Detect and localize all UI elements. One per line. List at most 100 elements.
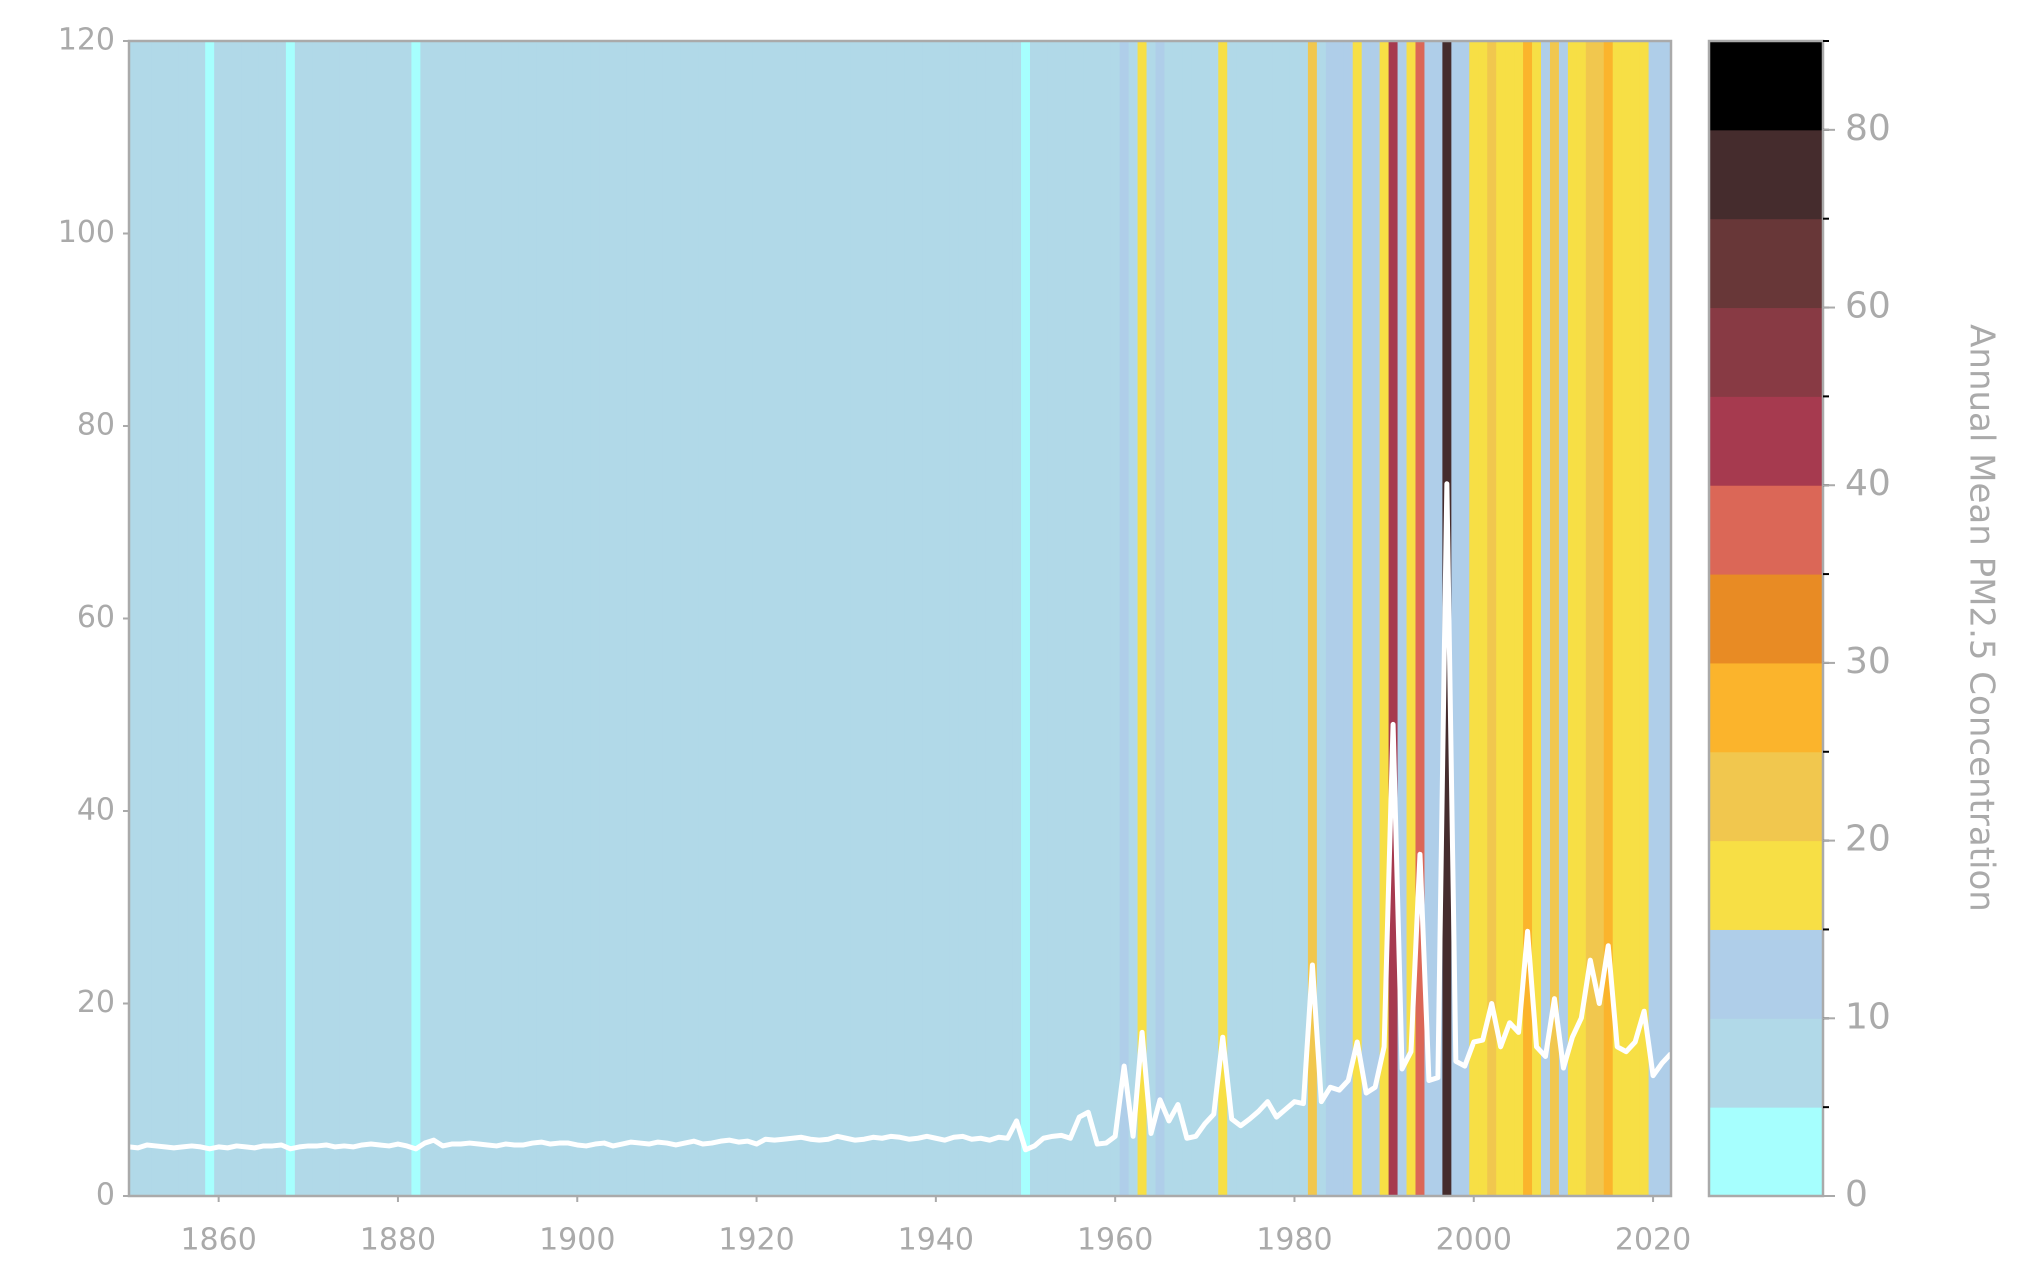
y-tick-label: 0: [96, 1178, 115, 1213]
stripe: [734, 41, 744, 1196]
stripe: [617, 41, 628, 1196]
stripe: [411, 41, 421, 1196]
stripe: [1110, 41, 1121, 1196]
stripe: [1236, 41, 1246, 1196]
stripe: [285, 41, 296, 1196]
stripe: [698, 41, 708, 1196]
x-tick-label: 2000: [1436, 1223, 1512, 1258]
stripe: [1074, 41, 1085, 1196]
x-tick-label: 1940: [898, 1223, 974, 1258]
stripe: [205, 41, 215, 1196]
y-tick-label: 20: [77, 985, 115, 1020]
stripe: [1254, 41, 1264, 1196]
data-line: [129, 481, 1671, 1153]
colorbar-band: [1709, 218, 1823, 309]
stripe: [223, 41, 233, 1196]
stripe: [1576, 41, 1587, 1196]
stripe: [1227, 41, 1237, 1196]
y-tick-label: 60: [77, 600, 115, 635]
stripe: [949, 41, 959, 1196]
colorbar-band: [1709, 41, 1823, 131]
stripe: [1406, 41, 1417, 1196]
colorbar-tick-label: 80: [1845, 108, 1891, 149]
stripe: [967, 41, 977, 1196]
stripe: [958, 41, 968, 1196]
stripe: [456, 41, 466, 1196]
stripe: [707, 41, 717, 1196]
x-tick-label: 1880: [360, 1223, 436, 1258]
colorbar-band: [1709, 751, 1823, 842]
stripe: [357, 41, 368, 1196]
stripe: [1370, 41, 1381, 1196]
stripe: [608, 41, 619, 1196]
colorbar-tick-label: 60: [1845, 286, 1891, 327]
stripe: [178, 41, 188, 1196]
stripe: [276, 41, 287, 1196]
stripe: [1065, 41, 1076, 1196]
stripe: [429, 41, 439, 1196]
colorbar-band: [1709, 574, 1823, 664]
stripe: [1352, 41, 1363, 1196]
stripe: [743, 41, 753, 1196]
stripe: [1621, 41, 1632, 1196]
colorbar-tick-label: 40: [1845, 463, 1891, 504]
stripe: [393, 41, 404, 1196]
stripe: [527, 41, 538, 1196]
stripe: [1298, 41, 1309, 1196]
stripe: [294, 41, 305, 1196]
stripe: [922, 41, 932, 1196]
stripe: [438, 41, 448, 1196]
x-tick-label: 1860: [180, 1223, 256, 1258]
stripe: [761, 41, 771, 1196]
stripe: [1128, 41, 1139, 1196]
colorbar-band: [1709, 840, 1823, 930]
colorbar-tick-label: 20: [1845, 819, 1891, 860]
stripe: [1451, 41, 1461, 1196]
colorbar-band: [1709, 129, 1823, 220]
colorbar-band: [1709, 307, 1823, 397]
stripe: [1164, 41, 1175, 1196]
stripe: [1415, 41, 1426, 1196]
colorbar-label: Annual Mean PM2.5 Concentration: [1962, 324, 2002, 912]
stripe: [1541, 41, 1551, 1196]
stripe: [1603, 41, 1614, 1196]
stripe: [501, 41, 511, 1196]
y-tick-label: 100: [58, 215, 115, 250]
stripe: [940, 41, 950, 1196]
stripe: [142, 41, 153, 1196]
stripe: [832, 41, 843, 1196]
stripe: [904, 41, 915, 1196]
stripe: [1200, 41, 1210, 1196]
stripe: [1191, 41, 1201, 1196]
stripe: [1433, 41, 1443, 1196]
stripe: [1012, 41, 1022, 1196]
stripe: [814, 41, 825, 1196]
stripe: [787, 41, 798, 1196]
colorbar: 0 10 20 30 40 60 80: [1707, 39, 1891, 1215]
stripe: [563, 41, 574, 1196]
stripe: [129, 41, 135, 1196]
stripe: [653, 41, 664, 1196]
stripe: [1639, 41, 1650, 1196]
stripe: [151, 41, 161, 1196]
stripe: [1092, 41, 1103, 1196]
stripe: [581, 41, 592, 1196]
stripe: [187, 41, 197, 1196]
stripe: [1343, 41, 1354, 1196]
stripe: [483, 41, 493, 1196]
stripe: [886, 41, 897, 1196]
stripe: [1325, 41, 1336, 1196]
stripe: [877, 41, 888, 1196]
stripe: [796, 41, 807, 1196]
stripe: [1137, 41, 1148, 1196]
stripe: [1666, 41, 1671, 1196]
stripe: [976, 41, 986, 1196]
stripe: [214, 41, 224, 1196]
stripe: [258, 41, 269, 1196]
stripe: [644, 41, 655, 1196]
stripe: [133, 41, 144, 1196]
stripe: [1021, 41, 1031, 1196]
stripe: [1496, 41, 1506, 1196]
stripe: [931, 41, 941, 1196]
stripe: [1272, 41, 1282, 1196]
